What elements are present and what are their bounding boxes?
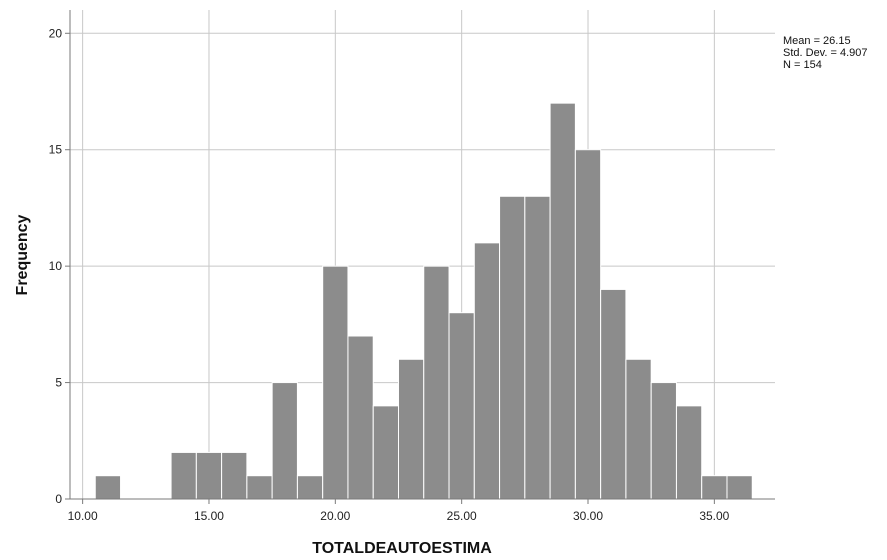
histogram-bar bbox=[94, 475, 122, 500]
histogram-bar bbox=[221, 451, 248, 500]
axes bbox=[69, 10, 775, 500]
x-tick-labels: 10.00 15.00 20.00 25.00 30.00 35.00 bbox=[68, 499, 730, 523]
histogram-bar bbox=[246, 475, 273, 500]
stats-n: N = 154 bbox=[783, 59, 822, 71]
y-tick-labels: 0 5 10 15 20 bbox=[49, 26, 70, 506]
histogram-bar bbox=[347, 335, 374, 500]
x-tick-label: 20.00 bbox=[320, 509, 350, 523]
histogram-bar bbox=[296, 475, 324, 500]
histogram-bar bbox=[271, 382, 298, 500]
histogram-bar bbox=[650, 382, 677, 500]
histogram-bar bbox=[701, 475, 728, 500]
stats-mean: Mean = 26.15 bbox=[783, 35, 851, 47]
histogram-bar bbox=[397, 358, 425, 500]
histogram-bar bbox=[448, 312, 475, 500]
histogram-bar bbox=[322, 265, 349, 500]
histogram-bar bbox=[726, 475, 753, 500]
y-tick-label: 5 bbox=[55, 376, 62, 390]
histogram-bar bbox=[625, 358, 652, 500]
x-tick-label: 15.00 bbox=[194, 509, 224, 523]
x-tick-label: 30.00 bbox=[573, 509, 603, 523]
histogram-bar bbox=[195, 451, 223, 500]
y-tick-label: 10 bbox=[49, 259, 63, 273]
histogram-bar bbox=[675, 405, 703, 500]
x-axis-title: TOTALDEAUTOESTIMA bbox=[312, 540, 492, 557]
histogram-bar bbox=[170, 451, 197, 500]
stats-std-dev: Std. Dev. = 4.907 bbox=[783, 47, 868, 59]
x-tick-label: 25.00 bbox=[447, 509, 477, 523]
histogram-bar bbox=[372, 405, 399, 500]
histogram-bar bbox=[524, 195, 551, 500]
x-tick-label: 10.00 bbox=[68, 509, 98, 523]
histogram-bar bbox=[499, 195, 526, 500]
histogram-bar bbox=[600, 288, 627, 500]
y-tick-label: 20 bbox=[49, 26, 63, 40]
histogram-bars bbox=[94, 102, 753, 500]
histogram-bar bbox=[473, 242, 501, 500]
x-tick-label: 35.00 bbox=[699, 509, 729, 523]
y-tick-label: 0 bbox=[55, 492, 62, 506]
histogram-bar bbox=[574, 149, 602, 500]
stats-box: Mean = 26.15 Std. Dev. = 4.907 N = 154 bbox=[783, 35, 868, 71]
y-tick-label: 15 bbox=[49, 143, 63, 157]
histogram-bar bbox=[549, 102, 576, 500]
y-axis-title: Frequency bbox=[14, 214, 31, 295]
histogram-bar bbox=[423, 265, 450, 500]
